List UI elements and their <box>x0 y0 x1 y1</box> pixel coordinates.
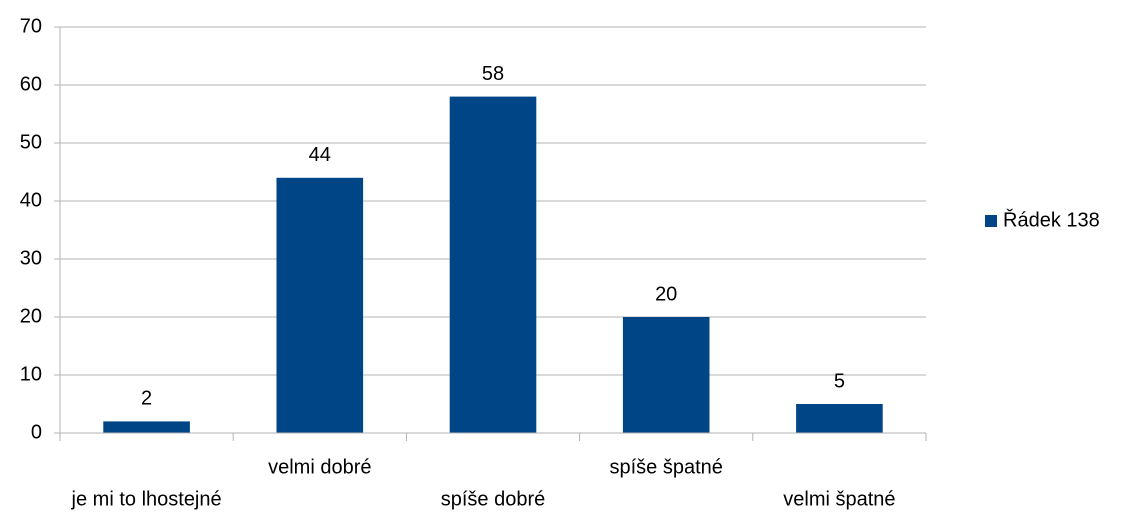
x-tick-label: velmi dobré <box>268 456 371 478</box>
data-label: 44 <box>309 144 331 166</box>
y-tick-label: 30 <box>20 247 42 269</box>
x-tick-label: velmi špatné <box>783 488 895 510</box>
y-tick-label: 50 <box>20 131 42 153</box>
x-tick-label: spíše špatné <box>609 456 722 478</box>
data-label: 58 <box>482 63 504 85</box>
y-tick-label: 40 <box>20 189 42 211</box>
legend-label: Řádek 138 <box>1003 208 1100 231</box>
data-label: 2 <box>141 388 152 410</box>
bar <box>276 177 364 433</box>
data-label: 5 <box>834 370 845 392</box>
y-tick-label: 20 <box>20 305 42 327</box>
bar <box>103 421 190 433</box>
x-tick-label: spíše dobré <box>441 488 546 510</box>
x-tick-label: je mi to lhostejné <box>71 488 222 510</box>
y-tick-label: 0 <box>31 421 42 443</box>
bar <box>796 404 883 433</box>
legend-swatch <box>985 215 997 227</box>
data-label: 20 <box>655 283 677 305</box>
y-tick-label: 60 <box>20 73 42 95</box>
bar <box>622 317 710 433</box>
y-tick-label: 70 <box>20 15 42 37</box>
bar <box>449 96 537 433</box>
y-tick-label: 10 <box>20 363 42 385</box>
